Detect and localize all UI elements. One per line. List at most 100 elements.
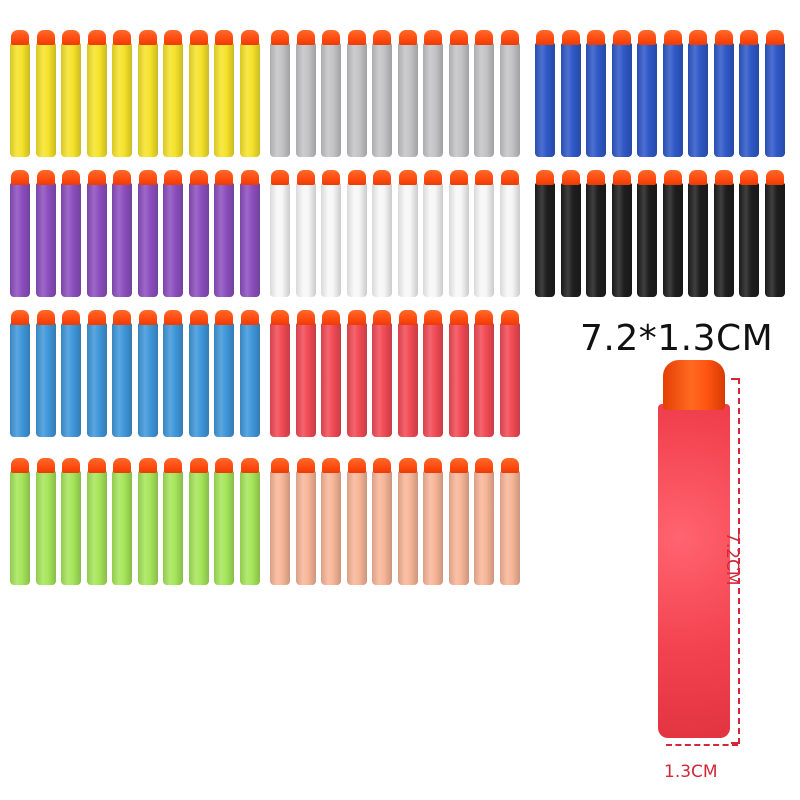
foam-dart bbox=[321, 170, 341, 297]
dart-body bbox=[321, 323, 341, 437]
dart-tip bbox=[62, 310, 80, 325]
dart-body bbox=[61, 43, 81, 157]
dart-tip bbox=[62, 30, 80, 45]
dart-body bbox=[239, 43, 260, 157]
foam-dart bbox=[688, 30, 708, 157]
foam-dart bbox=[86, 310, 107, 437]
dart-body bbox=[10, 183, 30, 297]
dart-body bbox=[423, 183, 443, 297]
dart-tip bbox=[587, 170, 605, 185]
foam-dart bbox=[137, 458, 158, 585]
dart-body bbox=[764, 183, 785, 297]
featured-dart bbox=[658, 360, 730, 738]
foam-dart bbox=[688, 170, 708, 297]
dart-body bbox=[713, 183, 734, 297]
dart-tip bbox=[347, 170, 366, 185]
dart-body bbox=[739, 43, 759, 157]
foam-dart bbox=[448, 458, 469, 585]
dart-body bbox=[662, 43, 683, 157]
foam-dart bbox=[61, 30, 81, 157]
foam-dart bbox=[188, 170, 209, 297]
foam-dart bbox=[137, 30, 158, 157]
dart-tip bbox=[322, 458, 340, 473]
dart-body bbox=[662, 183, 683, 297]
foam-dart bbox=[270, 30, 290, 157]
dart-tip bbox=[347, 310, 366, 325]
dart-body bbox=[270, 471, 290, 585]
foam-dart bbox=[112, 458, 132, 585]
dart-body bbox=[137, 323, 158, 437]
dart-tip bbox=[271, 170, 289, 185]
dart-body bbox=[688, 43, 708, 157]
foam-dart bbox=[163, 170, 183, 297]
foam-dart bbox=[764, 30, 785, 157]
dart-tip bbox=[373, 170, 391, 185]
foam-dart bbox=[372, 458, 392, 585]
dart-body bbox=[270, 183, 290, 297]
dart-body bbox=[188, 323, 209, 437]
dart-body bbox=[474, 183, 494, 297]
dart-body bbox=[137, 471, 158, 585]
dart-body bbox=[163, 43, 183, 157]
foam-dart bbox=[474, 310, 494, 437]
foam-dart bbox=[270, 458, 290, 585]
foam-dart bbox=[35, 310, 56, 437]
dart-body bbox=[86, 471, 107, 585]
foam-dart bbox=[214, 458, 234, 585]
foam-dart bbox=[739, 170, 759, 297]
foam-dart bbox=[474, 170, 494, 297]
dart-body bbox=[372, 183, 392, 297]
dart-body bbox=[637, 183, 657, 297]
dart-tip bbox=[240, 458, 259, 473]
foam-dart bbox=[423, 30, 443, 157]
dart-body bbox=[499, 323, 520, 437]
dart-tip bbox=[271, 310, 289, 325]
dart-group-black bbox=[535, 170, 790, 297]
foam-dart bbox=[321, 310, 341, 437]
dart-tip bbox=[322, 170, 340, 185]
foam-dart bbox=[499, 310, 520, 437]
foam-dart bbox=[499, 170, 520, 297]
dart-body bbox=[474, 323, 494, 437]
foam-dart bbox=[35, 30, 56, 157]
dart-body bbox=[112, 471, 132, 585]
dart-tip bbox=[189, 458, 208, 473]
dart-body bbox=[188, 471, 209, 585]
dart-tip bbox=[138, 458, 157, 473]
dart-body bbox=[35, 43, 56, 157]
dart-tip bbox=[500, 458, 519, 473]
dart-tip bbox=[765, 170, 784, 185]
foam-dart bbox=[295, 310, 316, 437]
foam-dart bbox=[86, 170, 107, 297]
dart-body bbox=[321, 43, 341, 157]
dart-tip bbox=[164, 30, 182, 45]
foam-dart bbox=[270, 170, 290, 297]
dart-tip bbox=[449, 30, 468, 45]
dart-body bbox=[397, 183, 418, 297]
dart-body bbox=[214, 43, 234, 157]
dart-tip bbox=[240, 170, 259, 185]
foam-dart bbox=[372, 310, 392, 437]
foam-dart bbox=[764, 170, 785, 297]
dart-tip bbox=[449, 170, 468, 185]
dart-body bbox=[560, 43, 581, 157]
dart-tip bbox=[475, 170, 493, 185]
foam-dart bbox=[61, 458, 81, 585]
dart-tip bbox=[164, 170, 182, 185]
dart-body bbox=[448, 183, 469, 297]
dart-tip bbox=[189, 310, 208, 325]
foam-dart bbox=[163, 30, 183, 157]
foam-dart bbox=[713, 170, 734, 297]
foam-dart bbox=[10, 170, 30, 297]
dart-body bbox=[499, 43, 520, 157]
foam-dart bbox=[637, 170, 657, 297]
dart-tip bbox=[138, 170, 157, 185]
foam-dart bbox=[739, 30, 759, 157]
dart-tip bbox=[714, 30, 733, 45]
foam-dart bbox=[499, 30, 520, 157]
dart-group-red bbox=[270, 310, 525, 437]
foam-dart bbox=[112, 310, 132, 437]
foam-dart bbox=[448, 170, 469, 297]
dart-tip bbox=[398, 170, 417, 185]
dart-tip bbox=[87, 170, 106, 185]
